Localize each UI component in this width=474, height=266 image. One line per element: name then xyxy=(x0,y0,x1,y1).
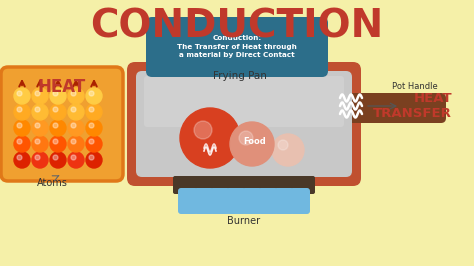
Circle shape xyxy=(86,120,102,136)
FancyBboxPatch shape xyxy=(1,67,123,181)
Text: HEAT
TRANSFER: HEAT TRANSFER xyxy=(373,92,452,120)
FancyBboxPatch shape xyxy=(348,93,446,123)
Circle shape xyxy=(89,91,94,96)
Circle shape xyxy=(17,91,22,96)
Circle shape xyxy=(180,108,240,168)
Text: Burner: Burner xyxy=(228,216,261,226)
Circle shape xyxy=(53,91,58,96)
FancyBboxPatch shape xyxy=(274,188,294,214)
FancyBboxPatch shape xyxy=(290,188,310,214)
Circle shape xyxy=(14,88,30,104)
Text: Atoms: Atoms xyxy=(36,178,67,188)
Circle shape xyxy=(71,139,76,144)
Circle shape xyxy=(14,104,30,120)
Circle shape xyxy=(194,121,212,139)
Circle shape xyxy=(50,104,66,120)
Circle shape xyxy=(71,155,76,160)
FancyBboxPatch shape xyxy=(127,62,361,186)
Circle shape xyxy=(50,136,66,152)
Circle shape xyxy=(35,139,40,144)
Circle shape xyxy=(17,139,22,144)
Circle shape xyxy=(68,120,84,136)
Circle shape xyxy=(14,152,30,168)
Circle shape xyxy=(71,123,76,128)
FancyBboxPatch shape xyxy=(210,188,230,214)
Circle shape xyxy=(35,91,40,96)
Circle shape xyxy=(86,136,102,152)
Text: HEAT: HEAT xyxy=(38,78,86,96)
Circle shape xyxy=(50,152,66,168)
Circle shape xyxy=(35,155,40,160)
Circle shape xyxy=(53,139,58,144)
Circle shape xyxy=(86,152,102,168)
Text: Conduction:
The Transfer of Heat through
a material by Direct Contact: Conduction: The Transfer of Heat through… xyxy=(177,35,297,59)
Circle shape xyxy=(71,107,76,112)
Circle shape xyxy=(14,120,30,136)
Circle shape xyxy=(35,123,40,128)
Circle shape xyxy=(230,122,274,166)
FancyBboxPatch shape xyxy=(136,71,352,177)
Circle shape xyxy=(50,88,66,104)
Circle shape xyxy=(68,104,84,120)
Circle shape xyxy=(278,140,288,150)
Circle shape xyxy=(71,91,76,96)
Circle shape xyxy=(68,88,84,104)
Circle shape xyxy=(239,131,253,145)
Circle shape xyxy=(50,120,66,136)
FancyBboxPatch shape xyxy=(173,176,315,194)
Circle shape xyxy=(53,123,58,128)
Circle shape xyxy=(17,155,22,160)
FancyBboxPatch shape xyxy=(194,188,214,214)
FancyBboxPatch shape xyxy=(258,188,278,214)
Circle shape xyxy=(86,88,102,104)
Text: Frying Pan: Frying Pan xyxy=(213,71,267,81)
Circle shape xyxy=(68,136,84,152)
Circle shape xyxy=(53,155,58,160)
Circle shape xyxy=(53,107,58,112)
Circle shape xyxy=(89,155,94,160)
Circle shape xyxy=(32,120,48,136)
Circle shape xyxy=(32,88,48,104)
Circle shape xyxy=(14,136,30,152)
Circle shape xyxy=(86,104,102,120)
Circle shape xyxy=(17,123,22,128)
Circle shape xyxy=(68,152,84,168)
Circle shape xyxy=(89,107,94,112)
Circle shape xyxy=(32,136,48,152)
Text: CONDUCTION: CONDUCTION xyxy=(91,8,383,46)
Circle shape xyxy=(272,134,304,166)
FancyBboxPatch shape xyxy=(242,188,262,214)
Text: Food: Food xyxy=(244,138,266,147)
Circle shape xyxy=(32,104,48,120)
Circle shape xyxy=(89,123,94,128)
Text: Pot Handle: Pot Handle xyxy=(392,82,438,91)
Circle shape xyxy=(32,152,48,168)
FancyBboxPatch shape xyxy=(226,188,246,214)
FancyBboxPatch shape xyxy=(146,17,328,77)
Circle shape xyxy=(17,107,22,112)
FancyBboxPatch shape xyxy=(178,188,198,214)
FancyBboxPatch shape xyxy=(144,76,344,127)
Circle shape xyxy=(89,139,94,144)
Circle shape xyxy=(35,107,40,112)
